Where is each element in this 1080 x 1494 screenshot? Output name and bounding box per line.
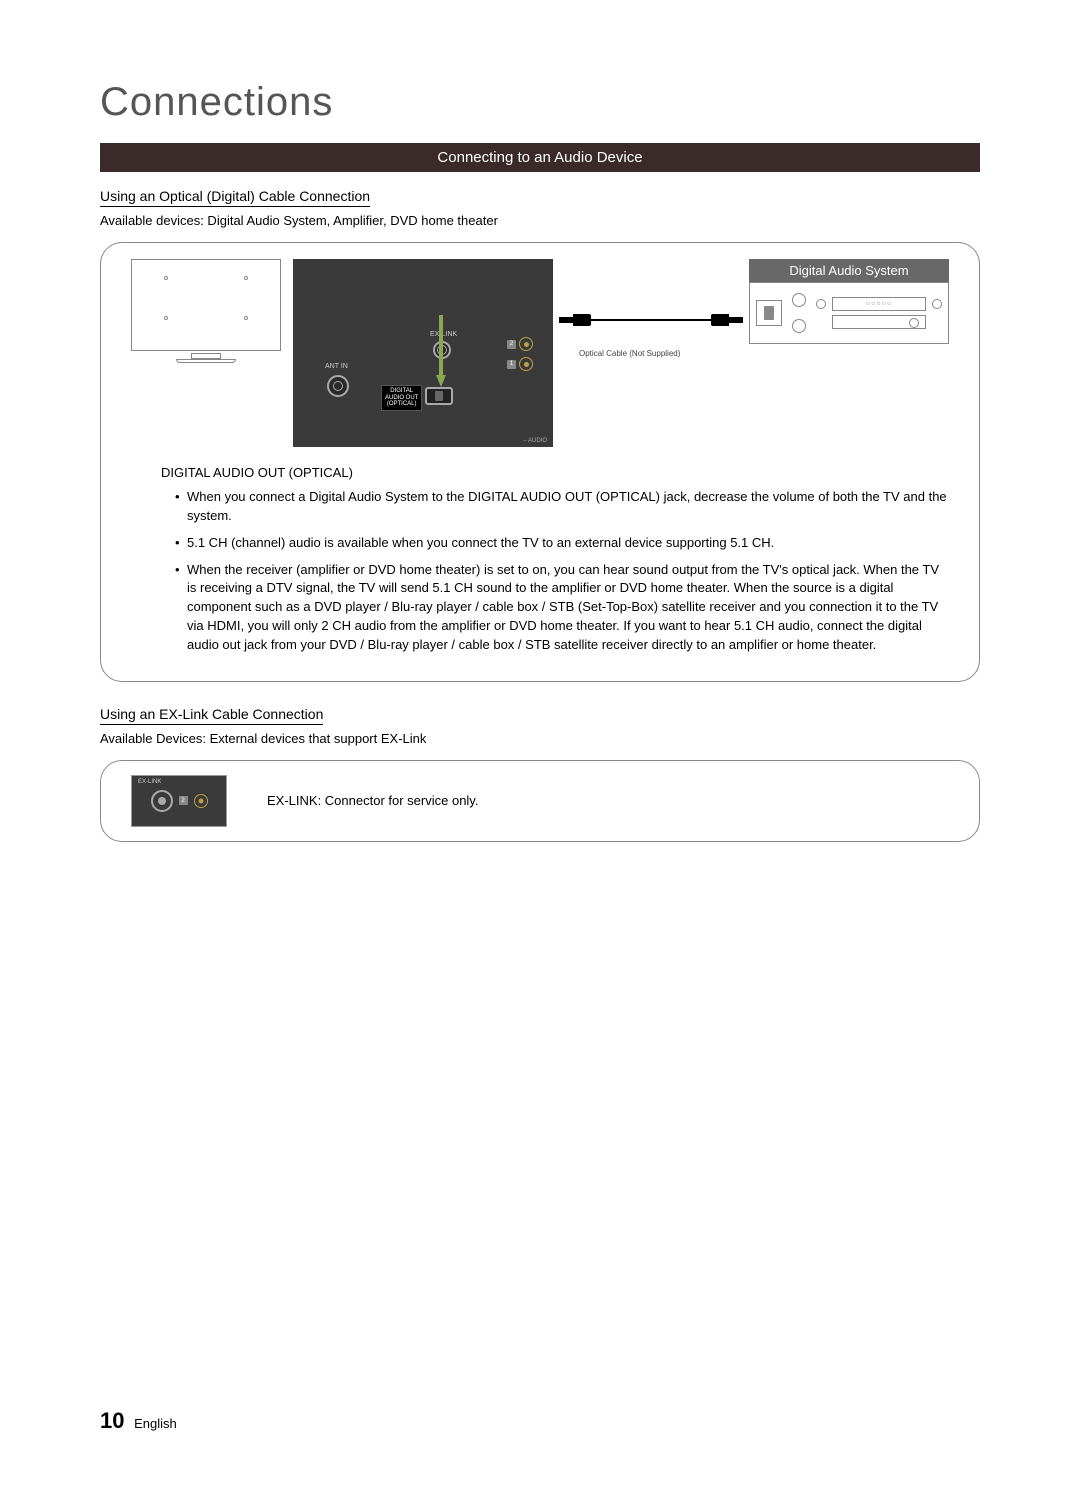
tv-illustration [131,259,281,363]
port-optical [425,387,453,405]
bullet-list-optical: When you connect a Digital Audio System … [175,488,949,655]
port-exlink-jack [151,790,173,812]
label-digital-audio-out: DIGITAL AUDIO OUT (OPTICAL) [381,385,422,411]
cable-note: Optical Cable (Not Supplied) [579,349,680,358]
audio-display-slot: ○○○○○ [832,297,926,311]
available-devices-optical: Available devices: Digital Audio System,… [100,213,980,228]
page-language: English [134,1416,177,1431]
port-yellow-icon [194,794,208,808]
side-port-group: 2 1 [507,337,547,377]
arrow-to-optical-icon [436,315,446,387]
audio-knob-small-icon [816,299,826,309]
diagram-exlink: EX-LINK 2 EX-LINK: Connector for service… [100,760,980,842]
audio-system-title: Digital Audio System [749,259,949,282]
port-number-icon: 2 [179,796,188,805]
section-optical: Using an Optical (Digital) Cable Connect… [100,188,980,682]
label-ant-in: ANT IN [325,363,348,370]
page-footer: 10 English [100,1408,177,1434]
section-exlink: Using an EX-Link Cable Connection Availa… [100,706,980,842]
audio-disc-tray-icon [832,315,926,329]
page-number: 10 [100,1408,124,1433]
list-item: 5.1 CH (channel) audio is available when… [175,534,949,553]
list-heading-optical: DIGITAL AUDIO OUT (OPTICAL) [161,465,949,480]
port-ant-in [327,375,349,397]
exlink-panel: EX-LINK 2 [131,775,227,827]
audio-knob-icon [792,319,806,333]
audio-system-illustration: Digital Audio System [749,259,949,344]
label-audio-side: – AUDIO [523,438,547,444]
subheading-exlink: Using an EX-Link Cable Connection [100,706,323,725]
label-exlink-small: EX-LINK [138,779,161,785]
audio-knob-small-icon [932,299,942,309]
exlink-description: EX-LINK: Connector for service only. [267,793,478,808]
subheading-optical: Using an Optical (Digital) Cable Connect… [100,188,370,207]
list-item: When the receiver (amplifier or DVD home… [175,561,949,655]
cable-illustration: Optical Cable (Not Supplied) [565,259,737,447]
audio-knob-icon [792,293,806,307]
list-item: When you connect a Digital Audio System … [175,488,949,526]
page-title: Connections [100,80,980,125]
tv-back-panel: ANT IN EX-LINK DIGITAL AUDIO OUT (OPTICA… [293,259,553,447]
section-banner: Connecting to an Audio Device [100,143,980,172]
arrow-to-audio-icon [764,267,774,307]
available-devices-exlink: Available Devices: External devices that… [100,731,980,746]
diagram-optical: ANT IN EX-LINK DIGITAL AUDIO OUT (OPTICA… [100,242,980,682]
